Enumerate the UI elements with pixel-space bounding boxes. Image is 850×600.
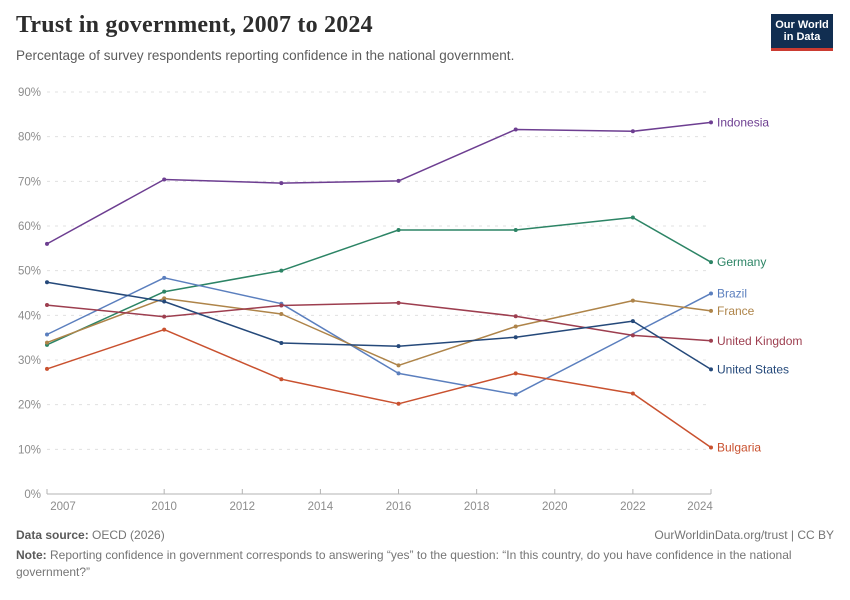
footnote-value: Reporting confidence in government corre… [16,548,792,579]
series-label-united-kingdom[interactable]: United Kingdom [717,334,802,348]
x-axis-tick-label: 2016 [386,501,412,513]
data-point-marker [396,371,401,376]
data-source-label: Data source: [16,528,89,542]
data-point-marker [513,392,518,397]
y-axis-tick-label: 10% [18,444,41,456]
page-title: Trust in government, 2007 to 2024 [16,12,373,38]
y-axis-tick-label: 50% [18,266,41,278]
data-point-marker [709,445,713,450]
data-point-marker [396,300,401,305]
y-axis-tick-label: 30% [18,355,41,367]
data-point-marker [396,178,401,183]
data-point-marker [279,303,284,308]
data-point-marker [162,289,167,294]
data-point-marker [45,280,49,285]
y-axis-tick-label: 70% [18,176,41,188]
series-label-brazil[interactable]: Brazil [717,286,747,300]
data-point-marker [45,303,49,308]
series-line-indonesia [46,121,712,245]
x-axis-tick-label: 2022 [620,501,646,513]
series-line-brazil [46,277,712,396]
series-label-united-states[interactable]: United States [717,362,789,376]
owid-logo-line2: in Data [783,31,821,43]
data-point-marker [709,291,713,296]
trust-line-chart: 0% 10% 20% 30% 40% 50% 60% 70% 80% 90% 2007 2010 201… [18,87,802,513]
owid-logo[interactable]: Our World in Data [771,14,833,51]
series-label-bulgaria[interactable]: Bulgaria [717,441,761,455]
data-point-marker [279,377,284,382]
series-line-bulgaria [46,328,712,449]
data-point-marker [396,401,401,406]
data-point-marker [45,340,49,345]
footnote: Note: Reporting confidence in government… [16,547,816,581]
data-point-marker [279,181,284,186]
x-axis-tick-label: 2007 [50,501,76,513]
x-axis-tick-label: 2018 [464,501,490,513]
data-point-marker [630,215,635,220]
data-point-marker [45,332,49,337]
data-point-marker [709,338,713,343]
y-axis-tick-label: 90% [18,87,41,99]
data-point-marker [162,327,167,332]
data-point-marker [396,228,401,233]
x-axis-tick-label: 2024 [687,501,713,513]
y-axis-tick-label: 40% [18,310,41,322]
x-axis-tick-label: 2014 [308,501,334,513]
owid-citation-link[interactable]: OurWorldinData.org/trust | CC BY [654,528,834,542]
data-point-marker [630,129,635,134]
data-point-marker [513,324,518,329]
data-point-marker [279,311,284,316]
data-point-marker [45,241,49,246]
data-point-marker [396,344,401,349]
data-point-marker [630,333,635,338]
series-label-france[interactable]: France [717,304,755,318]
data-point-marker [630,319,635,324]
data-point-marker [162,296,167,301]
data-point-marker [162,275,167,280]
data-point-marker [162,314,167,319]
footnote-label: Note: [16,548,47,562]
data-point-marker [709,260,713,265]
data-point-marker [513,127,518,132]
series-line-germany [46,216,712,346]
chart-subtitle: Percentage of survey respondents reporti… [16,48,515,63]
data-source: Data source: OECD (2026) [16,528,165,542]
series-label-germany[interactable]: Germany [717,255,766,269]
data-point-marker [279,268,284,273]
data-point-marker [162,177,167,182]
owid-logo-line1: Our World [775,18,829,31]
data-point-marker [513,335,518,340]
x-axis-tick-label: 2012 [229,501,255,513]
series-label-indonesia[interactable]: Indonesia [717,115,769,129]
data-point-marker [396,363,401,368]
y-axis-tick-label: 20% [18,400,41,412]
data-point-marker [630,298,635,303]
data-point-marker [513,314,518,319]
y-axis-tick-label: 80% [18,132,41,144]
x-axis-tick-label: 2010 [151,501,177,513]
data-point-marker [709,308,713,313]
chart-footer: Data source: OECD (2026) OurWorldinData.… [16,528,834,581]
data-source-value: OECD (2026) [88,528,165,542]
data-point-marker [709,120,713,125]
data-point-marker [45,366,49,371]
data-point-marker [279,341,284,346]
y-axis-tick-label: 0% [24,489,41,501]
data-point-marker [709,367,713,372]
data-point-marker [630,391,635,396]
data-point-marker [513,371,518,376]
data-point-marker [513,228,518,233]
x-axis-tick-label: 2020 [542,501,568,513]
y-axis-tick-label: 60% [18,221,41,233]
data-point-marker [162,299,167,304]
